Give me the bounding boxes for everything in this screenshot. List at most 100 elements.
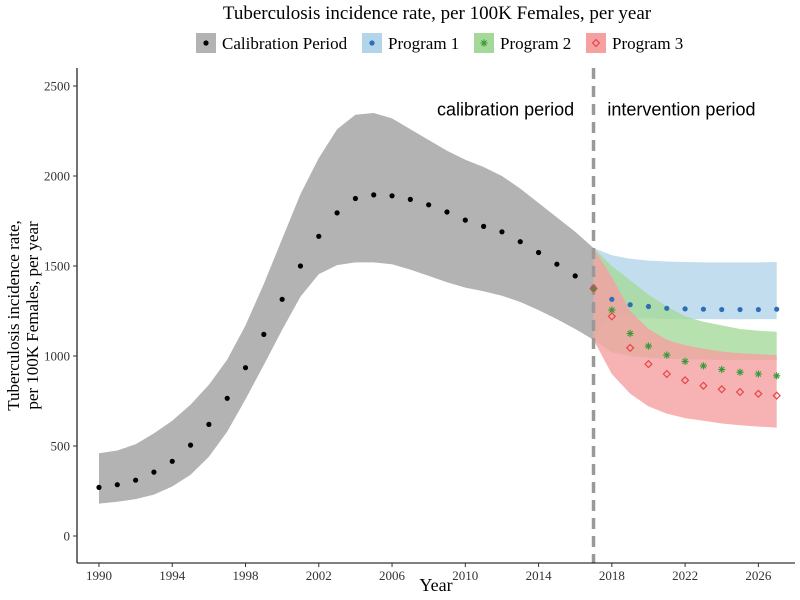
y-axis-label-line-1: Tuberculosis incidence rate, <box>4 220 23 411</box>
point-calibration-period <box>96 484 102 490</box>
point-calibration-period <box>389 193 395 199</box>
point-calibration-period <box>371 192 377 198</box>
point-program-1 <box>664 305 670 311</box>
legend-label: Program 3 <box>612 34 683 53</box>
y-tick-label: 2000 <box>44 169 70 184</box>
point-calibration-period <box>517 239 523 245</box>
point-calibration-period <box>133 477 139 483</box>
legend-marker <box>480 39 488 47</box>
x-axis-label: Year <box>419 575 452 595</box>
legend-label: Program 1 <box>388 34 459 53</box>
point-program-1 <box>645 303 652 310</box>
point-program-3 <box>662 369 672 379</box>
point-program-2 <box>589 284 598 293</box>
point-program-2 <box>754 370 762 378</box>
x-tick-label: 2022 <box>672 568 698 583</box>
point-program-2 <box>626 329 634 338</box>
x-tick-label: 2010 <box>452 568 478 583</box>
x-tick-label: 2026 <box>745 568 772 583</box>
point-calibration-period <box>169 458 175 464</box>
axes: 0 500 1000 1500 2000 2500 1990 1994 1998 2002 2006… <box>44 68 795 583</box>
point-calibration-period <box>554 261 560 267</box>
band-program-3 <box>593 248 777 428</box>
annotation-label: calibration period <box>437 99 574 119</box>
point-program-2 <box>681 357 689 365</box>
point-program-3 <box>717 385 726 394</box>
point-program-3 <box>772 391 781 400</box>
point-program-1 <box>682 306 688 312</box>
point-calibration-period <box>151 469 157 475</box>
y-tick-label: 0 <box>64 529 71 544</box>
legend-marker <box>203 40 209 46</box>
y-tick-label: 1500 <box>44 259 70 274</box>
point-calibration-period <box>499 229 505 235</box>
point-calibration-period <box>261 331 267 337</box>
legend-marker <box>369 40 375 46</box>
point-program-3 <box>625 343 635 353</box>
point-calibration-period <box>407 196 413 202</box>
point-program-3 <box>735 387 745 397</box>
point-calibration-period <box>352 195 359 202</box>
point-program-2 <box>736 368 744 376</box>
legend-item-program-1: Program 1 <box>362 33 459 53</box>
point-program-2 <box>718 365 726 374</box>
point-calibration-period <box>114 482 120 488</box>
x-tick-label: 2014 <box>526 568 553 583</box>
x-tick-label: 1990 <box>86 568 112 583</box>
point-program-1 <box>755 306 761 313</box>
point-calibration-period <box>481 223 487 229</box>
x-tick-label: 1998 <box>233 568 259 583</box>
point-program-2 <box>644 342 653 350</box>
point-program-2 <box>699 362 708 370</box>
series-markers <box>96 192 781 490</box>
point-program-3 <box>607 312 617 321</box>
point-calibration-period <box>297 263 304 269</box>
point-program-1 <box>737 306 743 313</box>
point-program-1 <box>627 302 633 308</box>
point-calibration-period <box>279 296 285 302</box>
annotation-label: intervention period <box>607 99 755 119</box>
legend-label: Program 2 <box>500 34 571 53</box>
y-axis-label-line-2: per 100K Females, per year <box>23 221 42 410</box>
point-program-1 <box>609 296 615 302</box>
point-program-3 <box>680 376 690 385</box>
point-program-3 <box>754 389 763 399</box>
point-program-1 <box>774 306 780 312</box>
point-program-2 <box>608 306 616 314</box>
chart-title: Tuberculosis incidence rate, per 100K Fe… <box>223 3 652 24</box>
legend-key <box>586 33 606 53</box>
y-tick-label: 2500 <box>44 79 70 94</box>
point-calibration-period <box>187 442 194 448</box>
point-calibration-period <box>242 365 249 371</box>
point-program-1 <box>700 306 707 312</box>
x-tick-label: 2006 <box>379 568 406 583</box>
y-tick-label: 1000 <box>44 349 70 364</box>
point-calibration-period <box>206 421 212 427</box>
x-tick-label: 1994 <box>159 568 186 583</box>
x-tick-label: 2018 <box>599 568 625 583</box>
point-calibration-period <box>444 209 450 215</box>
point-calibration-period <box>535 249 542 256</box>
point-calibration-period <box>572 273 578 279</box>
x-tick-label: 2002 <box>306 568 332 583</box>
confidence-bands <box>99 113 777 504</box>
legend-label: Calibration Period <box>222 34 348 53</box>
point-calibration-period <box>426 202 432 208</box>
point-calibration-period <box>316 233 322 239</box>
legend-item-calibration-period: Calibration Period <box>196 33 348 53</box>
point-program-2 <box>663 351 671 359</box>
y-tick-label: 500 <box>51 439 71 454</box>
point-calibration-period <box>334 210 340 216</box>
point-calibration-period <box>224 395 230 401</box>
point-program-2 <box>773 372 781 380</box>
point-program-3 <box>644 359 653 369</box>
point-program-3 <box>589 284 598 293</box>
y-axis-label-2: per 100K Females, per year <box>23 221 42 410</box>
legend-item-program-3: Program 3 <box>586 33 683 53</box>
band-calibration-period <box>99 113 594 504</box>
legend-marker <box>591 38 601 48</box>
legend-item-program-2: Program 2 <box>474 33 571 53</box>
point-calibration-period <box>462 217 468 223</box>
point-program-1 <box>719 306 725 313</box>
